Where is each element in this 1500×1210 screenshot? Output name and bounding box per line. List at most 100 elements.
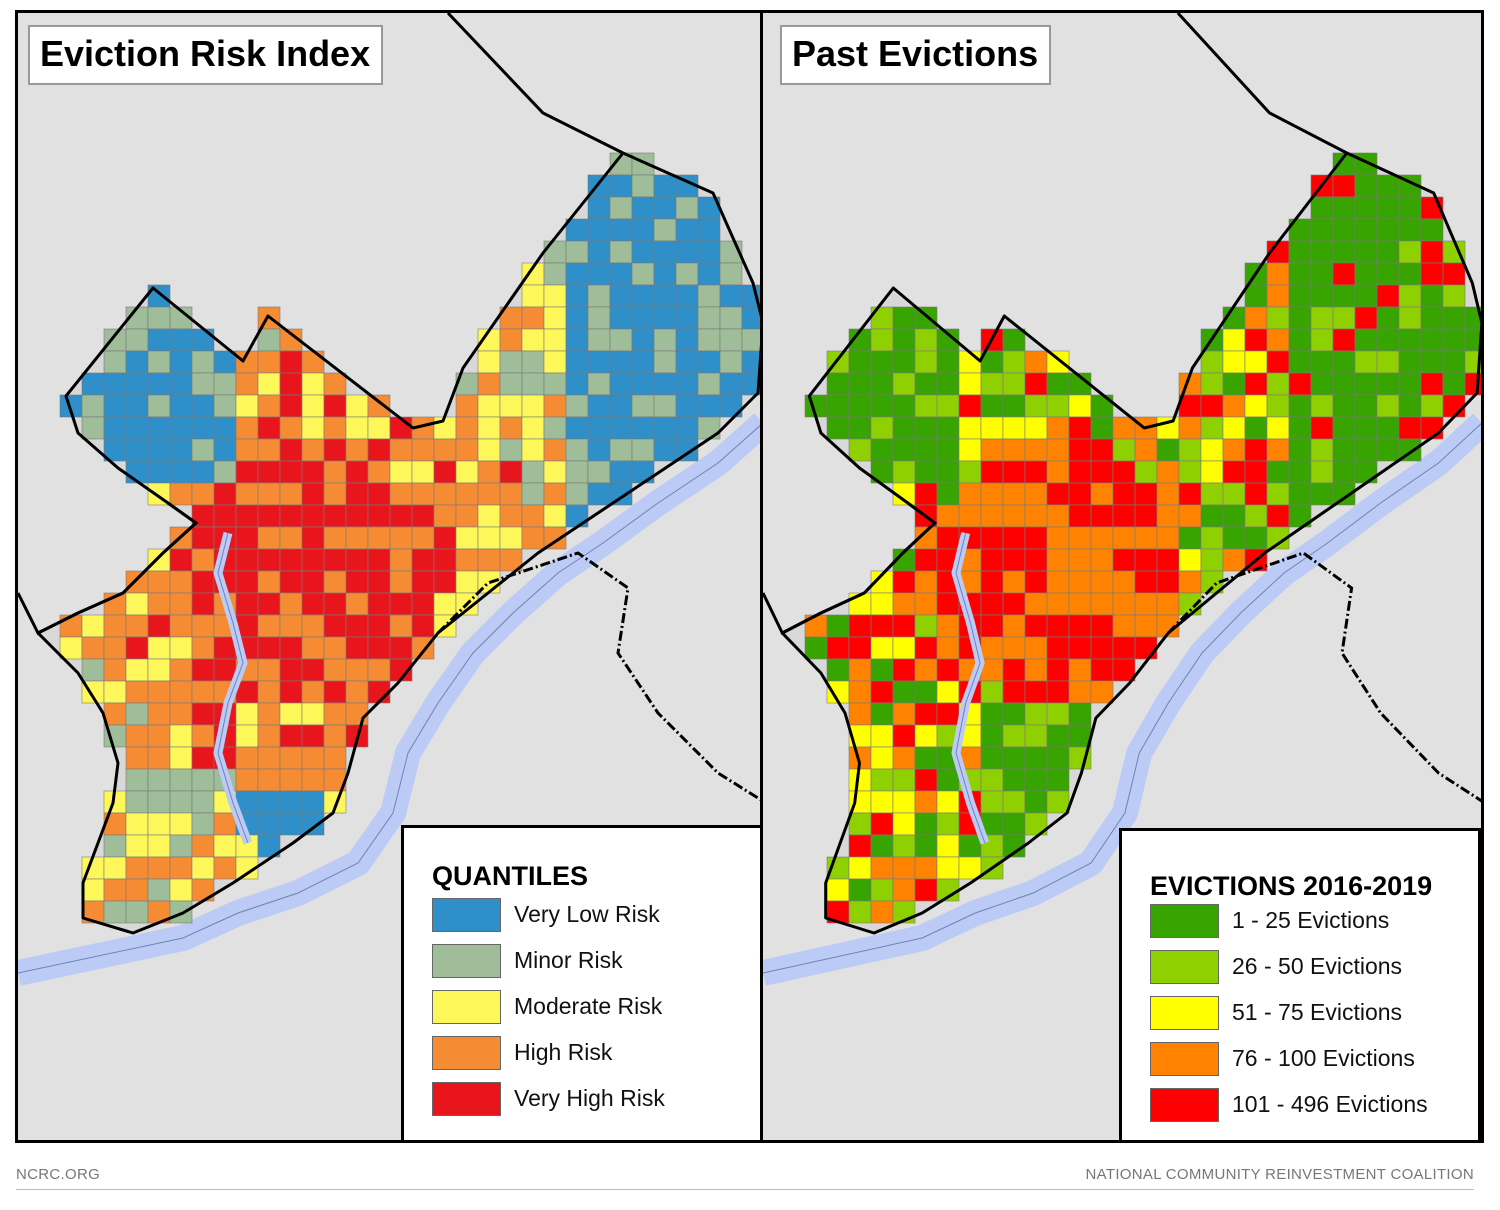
census-tract — [169, 570, 193, 594]
census-tract — [1354, 306, 1378, 330]
census-tract — [169, 680, 193, 704]
census-tract — [125, 438, 149, 462]
county-boundary — [763, 501, 938, 636]
census-tract — [301, 658, 325, 682]
census-tract — [1090, 636, 1114, 660]
census-tract — [213, 394, 237, 418]
census-tract — [936, 834, 960, 858]
census-tract — [543, 416, 567, 440]
census-tract — [521, 328, 545, 352]
census-tract — [1090, 526, 1114, 550]
census-tract — [125, 746, 149, 770]
census-tract — [1112, 570, 1136, 594]
census-tract — [936, 526, 960, 550]
census-tract — [235, 526, 259, 550]
census-tract — [565, 482, 589, 506]
census-tract — [892, 878, 916, 902]
census-tract — [1068, 394, 1092, 418]
census-tract — [1112, 636, 1136, 660]
census-tract — [1332, 438, 1356, 462]
census-tract — [389, 636, 413, 660]
census-tract — [980, 790, 1004, 814]
census-tract — [741, 372, 760, 396]
census-tract — [914, 878, 938, 902]
census-tract — [609, 218, 633, 242]
census-tract — [936, 812, 960, 836]
census-tract — [1222, 504, 1246, 528]
census-tract — [587, 350, 611, 374]
census-tract — [1200, 372, 1224, 396]
census-tract — [892, 746, 916, 770]
census-tracts — [804, 152, 1481, 924]
census-tract — [81, 614, 105, 638]
census-tract — [1134, 482, 1158, 506]
census-tract — [892, 768, 916, 792]
census-tract — [367, 416, 391, 440]
census-tract — [191, 724, 215, 748]
census-tract — [1244, 526, 1268, 550]
census-tract — [103, 394, 127, 418]
census-tract — [1332, 416, 1356, 440]
census-tract — [257, 328, 281, 352]
census-tract — [191, 350, 215, 374]
census-tract — [279, 592, 303, 616]
census-tract — [279, 702, 303, 726]
census-tract — [543, 328, 567, 352]
census-tract — [565, 504, 589, 528]
legend-label: 101 - 496 Evictions — [1232, 1091, 1428, 1117]
census-tract — [235, 438, 259, 462]
census-tract — [81, 658, 105, 682]
census-tract — [257, 680, 281, 704]
census-tract — [279, 658, 303, 682]
census-tract — [653, 372, 677, 396]
census-tract — [257, 834, 281, 858]
census-tract — [980, 482, 1004, 506]
census-tract — [631, 284, 655, 308]
census-tract — [1266, 460, 1290, 484]
census-tract — [235, 548, 259, 572]
census-tract — [169, 900, 193, 924]
census-tract — [477, 526, 501, 550]
census-tract — [1376, 394, 1400, 418]
census-tract — [1244, 284, 1268, 308]
census-tract — [1288, 240, 1312, 264]
census-tract — [257, 812, 281, 836]
census-tract — [1222, 548, 1246, 572]
census-tract — [1244, 306, 1268, 330]
census-tract — [477, 460, 501, 484]
census-tract — [848, 372, 872, 396]
census-tract — [257, 460, 281, 484]
census-tract — [411, 526, 435, 550]
census-tract — [1222, 438, 1246, 462]
census-tract — [257, 614, 281, 638]
census-tract — [1222, 350, 1246, 374]
census-tract — [1134, 460, 1158, 484]
census-tract — [257, 372, 281, 396]
census-tract — [914, 768, 938, 792]
census-tract — [1002, 790, 1026, 814]
census-tract — [279, 350, 303, 374]
census-tract — [936, 592, 960, 616]
census-tract — [980, 768, 1004, 792]
census-tract — [499, 328, 523, 352]
risk-legend: QUANTILES Very Low Risk Minor Risk Moderat… — [401, 825, 760, 1140]
census-tract — [1442, 306, 1466, 330]
footer-organization: NATIONAL COMMUNITY REINVESTMENT COALITIO… — [1085, 1166, 1474, 1183]
census-tract — [257, 592, 281, 616]
census-tract — [1266, 372, 1290, 396]
census-tract — [958, 394, 982, 418]
census-tract — [1442, 350, 1466, 374]
census-tract — [675, 284, 699, 308]
census-tract — [235, 592, 259, 616]
census-tract — [609, 460, 633, 484]
census-tract — [1420, 350, 1444, 374]
census-tract — [169, 658, 193, 682]
census-tract — [257, 790, 281, 814]
census-tract — [257, 504, 281, 528]
census-tract — [1200, 416, 1224, 440]
census-tract — [631, 394, 655, 418]
census-tract — [323, 416, 347, 440]
census-tract — [1046, 438, 1070, 462]
census-tract — [1024, 438, 1048, 462]
census-tract — [848, 438, 872, 462]
